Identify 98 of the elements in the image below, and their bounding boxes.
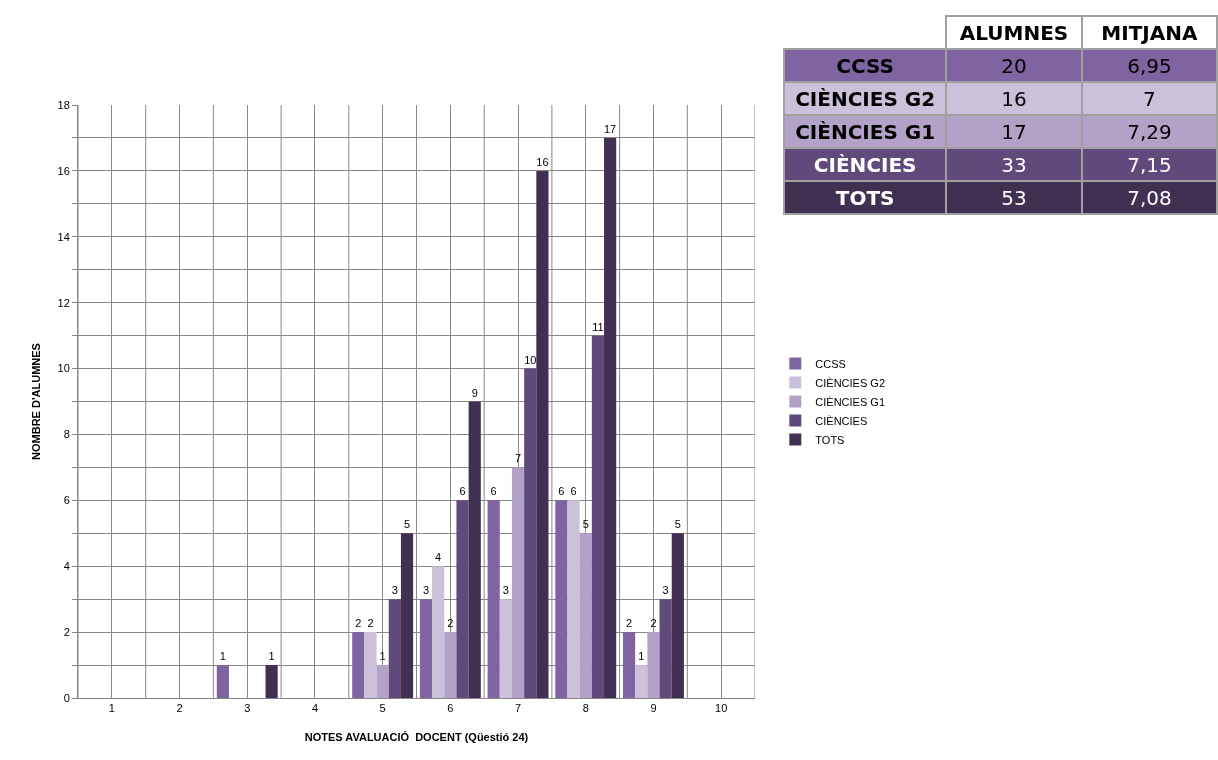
category-label: CIÈNCIES G2	[784, 82, 947, 115]
data-label: 1	[219, 650, 226, 663]
data-label: 1	[638, 650, 645, 663]
bar	[352, 632, 365, 698]
data-label: 7,29	[1081, 115, 1217, 148]
data-label: 5	[582, 518, 589, 531]
data-label: 1	[268, 650, 275, 663]
data-label: 2	[355, 617, 362, 630]
x-tick-label: 9	[650, 702, 657, 715]
bar	[579, 533, 592, 698]
data-label: 17	[946, 115, 1082, 148]
x-tick-label: 7	[514, 702, 522, 715]
data-label: 2	[626, 617, 633, 630]
y-axis-title: NOMBRE D'ALUMNES	[30, 343, 43, 460]
category-label: CCSS	[784, 49, 947, 82]
x-tick-label: 4	[311, 702, 319, 715]
data-label: 7	[514, 452, 522, 465]
bar	[536, 170, 549, 698]
bar	[499, 599, 512, 698]
data-label: 6	[490, 485, 497, 498]
data-label: 4	[435, 551, 442, 564]
data-label: 3	[391, 584, 398, 597]
data-label: 6	[558, 485, 565, 498]
data-label: 6,95	[1081, 49, 1217, 82]
data-label: 1	[379, 650, 386, 663]
data-label: 2	[650, 617, 657, 630]
legend-label: CIÈNCIES G1	[815, 395, 885, 408]
bar	[456, 500, 469, 698]
data-label: 2	[447, 617, 454, 630]
bar	[468, 401, 481, 698]
bar	[659, 599, 672, 698]
x-tick-label: 5	[379, 702, 386, 715]
data-label: 7	[1081, 82, 1217, 115]
data-label: 17	[604, 122, 617, 135]
data-label: 53	[946, 181, 1082, 214]
bar	[364, 632, 377, 698]
data-label: 9	[471, 386, 478, 399]
category-label: CIÈNCIES	[784, 148, 947, 181]
data-label: 6	[459, 485, 466, 498]
y-tick-label: 12	[57, 296, 70, 309]
bar	[419, 599, 433, 698]
data-label: 2	[367, 617, 374, 630]
y-tick-label: 14	[57, 230, 70, 243]
y-tick-label: 8	[63, 428, 70, 441]
x-tick-label: 6	[447, 702, 454, 715]
legend-label: TOTS	[815, 433, 845, 446]
category-label: CIÈNCIES G1	[784, 115, 947, 148]
y-tick-label: 16	[57, 164, 70, 177]
data-label: 3	[662, 584, 669, 597]
bar	[591, 335, 605, 698]
data-label: 7,08	[1081, 181, 1217, 214]
legend-label: CIÈNCIES	[815, 414, 868, 427]
legend-label: CCSS	[815, 357, 846, 370]
data-label: 3	[502, 584, 509, 597]
bar	[216, 665, 229, 698]
data-label: 7,15	[1081, 148, 1217, 181]
bar	[511, 467, 525, 698]
data-label: 33	[946, 148, 1082, 181]
y-tick-label: 10	[57, 362, 70, 375]
bar	[555, 500, 568, 698]
y-tick-label: 6	[63, 494, 70, 507]
series-label: MITJANA	[1081, 16, 1217, 49]
bar	[567, 500, 580, 698]
data-label: 20	[946, 49, 1082, 82]
data-label: 6	[570, 485, 577, 498]
data-label: 16	[536, 155, 549, 168]
category-label: TOTS	[784, 181, 947, 214]
bar	[622, 632, 636, 698]
bar	[604, 137, 617, 698]
x-axis-title: NOTES AVALUACIÓ DOCENT (Qüestió 24)	[304, 731, 529, 743]
series-label: ALUMNES	[946, 16, 1082, 49]
y-tick-label: 4	[63, 560, 70, 573]
legend-label: CIÈNCIES G2	[815, 376, 885, 389]
y-tick-label: 18	[57, 98, 70, 111]
bar	[376, 665, 389, 698]
x-tick-label: 2	[176, 702, 183, 715]
data-label: 11	[592, 320, 604, 333]
data-label: 10	[524, 353, 537, 366]
data-label: 5	[403, 518, 411, 531]
x-tick-label: 10	[715, 702, 728, 715]
bar	[265, 665, 278, 698]
data-label: 16	[946, 82, 1082, 115]
x-tick-label: 8	[582, 702, 589, 715]
bar	[388, 599, 401, 698]
y-tick-label: 0	[63, 691, 70, 704]
y-tick-label: 2	[63, 625, 70, 638]
data-label: 5	[674, 518, 681, 531]
bar	[524, 368, 537, 698]
bar	[400, 533, 414, 698]
data-label: 3	[422, 584, 430, 597]
bar	[671, 533, 684, 698]
bar	[444, 632, 457, 698]
x-tick-label: 1	[108, 702, 115, 715]
bar	[647, 632, 660, 698]
bar	[432, 566, 445, 698]
bar	[635, 665, 648, 698]
bar	[487, 500, 500, 698]
x-tick-label: 3	[244, 702, 251, 715]
